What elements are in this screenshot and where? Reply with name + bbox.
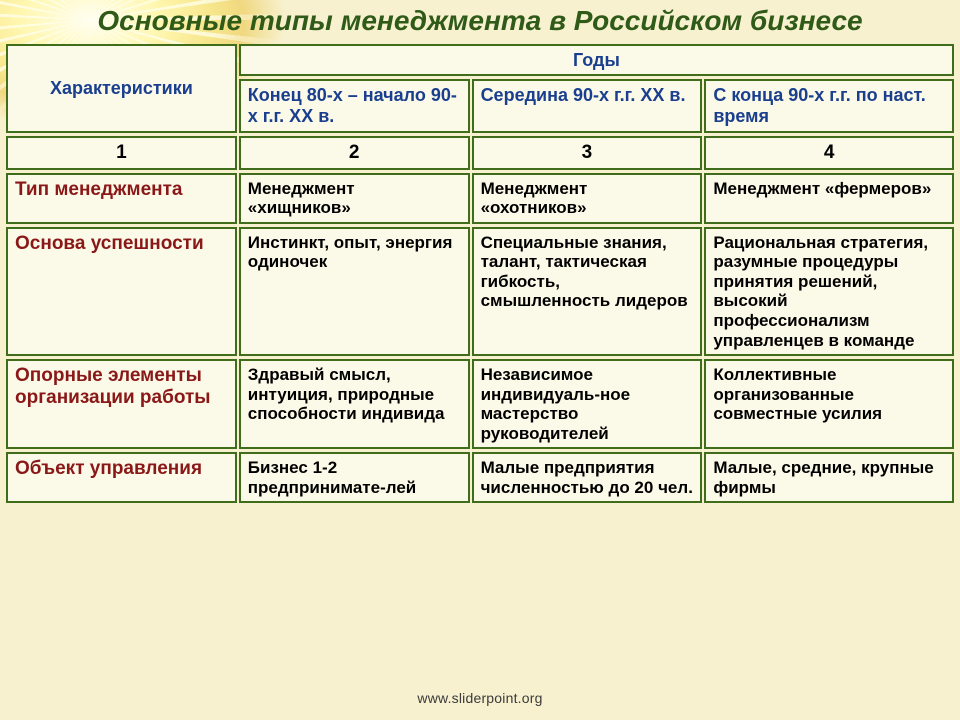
- cell: Менеджмент «охотников»: [472, 173, 703, 224]
- col-header-period-3: С конца 90-х г.г. по наст. время: [704, 79, 954, 132]
- table-row: Основа успешности Инстинкт, опыт, энерги…: [6, 227, 954, 356]
- row-label: Опорные элементы организации работы: [6, 359, 237, 449]
- row-label: Основа успешности: [6, 227, 237, 356]
- table-row: Тип менеджмента Менеджмент «хищников» Ме…: [6, 173, 954, 224]
- cell: Менеджмент «хищников»: [239, 173, 470, 224]
- watermark: www.sliderpoint.org: [417, 690, 542, 706]
- row-label: Объект управления: [6, 452, 237, 503]
- colnum-4: 4: [704, 136, 954, 170]
- col-header-period-2: Середина 90-х г.г. XX в.: [472, 79, 703, 132]
- cell: Малые предприятия численностью до 20 чел…: [472, 452, 703, 503]
- cell: Малые, средние, крупные фирмы: [704, 452, 954, 503]
- cell: Рациональная стратегия, разумные процеду…: [704, 227, 954, 356]
- management-types-table: Характеристики Годы Конец 80-х – начало …: [4, 41, 956, 507]
- cell: Независимое индивидуаль-ное мастерство р…: [472, 359, 703, 449]
- colnum-2: 2: [239, 136, 470, 170]
- cell: Менеджмент «фермеров»: [704, 173, 954, 224]
- col-header-period-1: Конец 80-х – начало 90-х г.г. XX в.: [239, 79, 470, 132]
- slide: Основные типы менеджмента в Российском б…: [0, 0, 960, 720]
- col-header-characteristics: Характеристики: [6, 44, 237, 133]
- cell: Коллективные организованные совместные у…: [704, 359, 954, 449]
- cell: Бизнес 1-2 предпринимате-лей: [239, 452, 470, 503]
- colnum-1: 1: [6, 136, 237, 170]
- number-row: 1 2 3 4: [6, 136, 954, 170]
- cell: Здравый смысл, интуиция, природные спосо…: [239, 359, 470, 449]
- colnum-3: 3: [472, 136, 703, 170]
- table-row: Объект управления Бизнес 1-2 предпринима…: [6, 452, 954, 503]
- row-label: Тип менеджмента: [6, 173, 237, 224]
- table-row: Опорные элементы организации работы Здра…: [6, 359, 954, 449]
- cell: Специальные знания, талант, тактическая …: [472, 227, 703, 356]
- slide-title: Основные типы менеджмента в Российском б…: [4, 0, 956, 41]
- cell: Инстинкт, опыт, энергия одиночек: [239, 227, 470, 356]
- col-header-years: Годы: [239, 44, 954, 77]
- header-row-1: Характеристики Годы: [6, 44, 954, 77]
